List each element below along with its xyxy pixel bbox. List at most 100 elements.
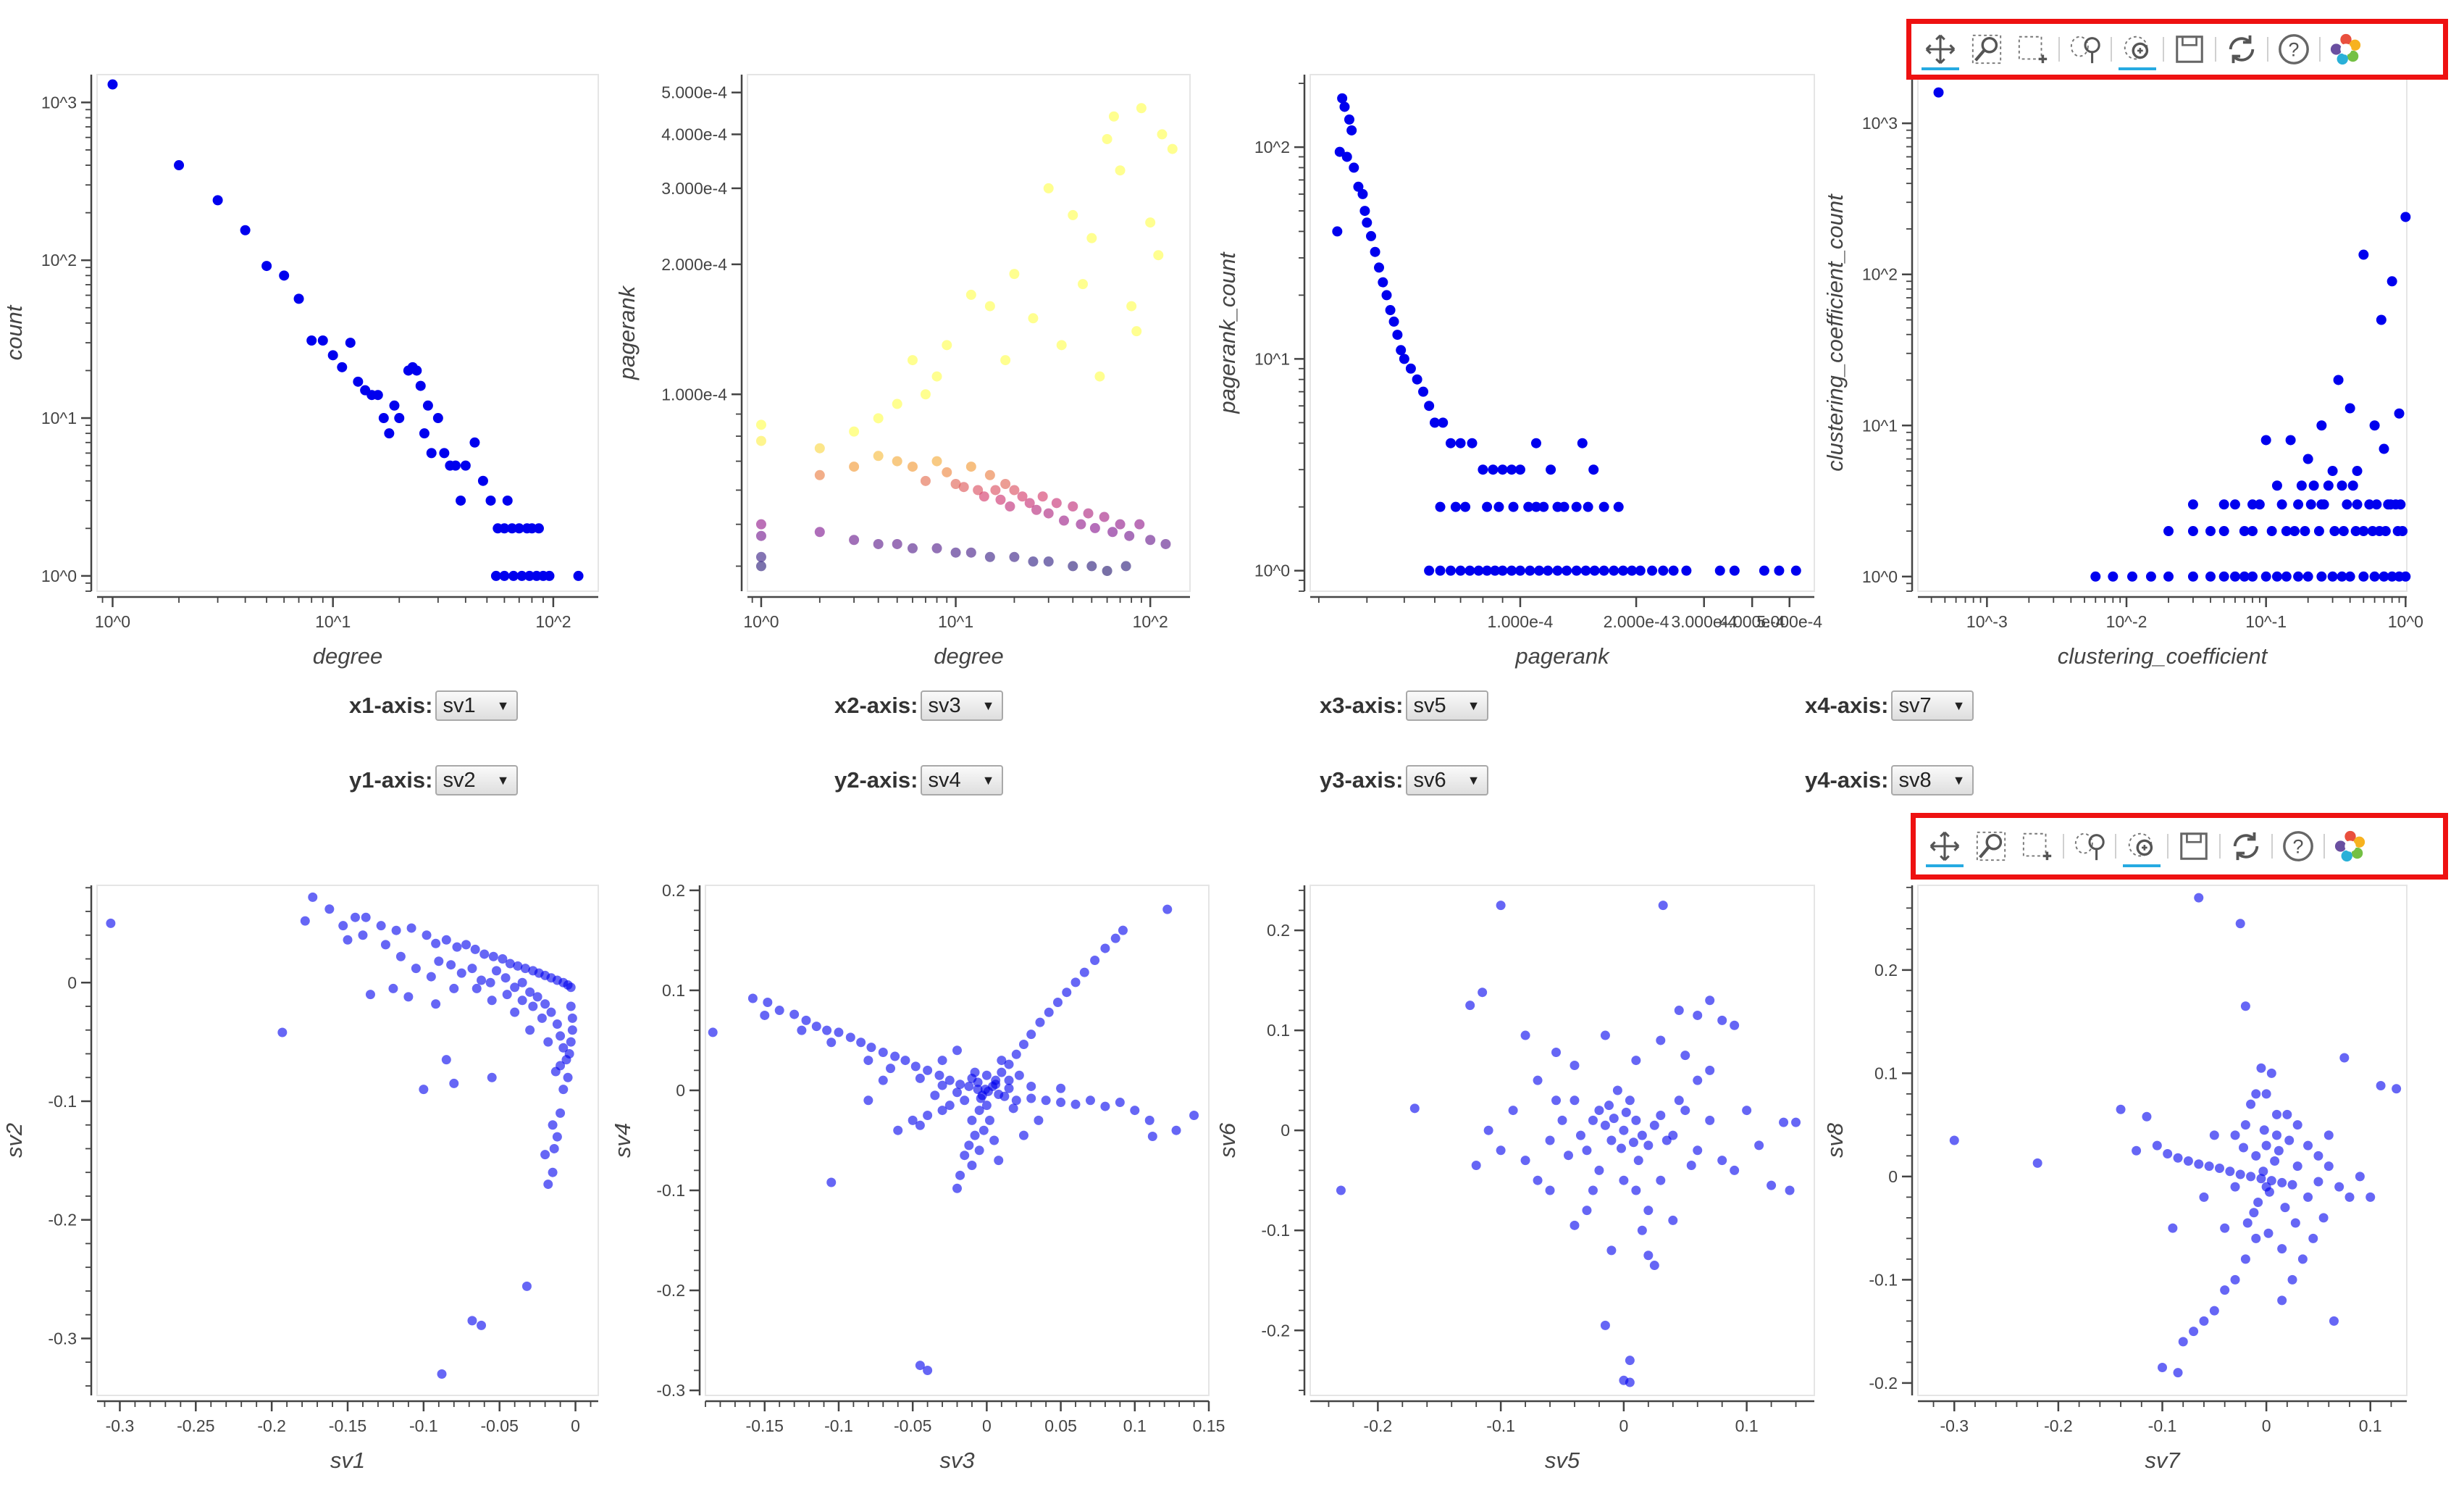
data-point	[1145, 535, 1156, 546]
chart-3[interactable]: 1.000e-4 2.000e-4 3.000e-44.000e-45.000e-4…	[1215, 74, 1822, 669]
plot-frame	[705, 885, 1210, 1396]
data-point	[1359, 206, 1370, 217]
y-tick-label: 3.000e-4	[661, 179, 727, 198]
reset-icon[interactable]	[2223, 825, 2269, 867]
x3-axis-selector: x3-axis: sv5 ▼	[1320, 690, 1489, 721]
chart-2[interactable]: 10^0 10^1 10^2 1.000e-4 2.000e-4 3.000e-4 4.00…	[614, 74, 1191, 669]
data-point	[2178, 1337, 2188, 1347]
pan-icon[interactable]	[1917, 28, 1964, 70]
data-point	[2337, 480, 2347, 491]
data-point	[1349, 162, 1359, 173]
chart-5[interactable]: -0.3 -0.25 -0.2 -0.15 -0.1 -0.05 0 -0.3 -0.2 -0.1…	[1, 885, 599, 1473]
data-point	[893, 1125, 903, 1135]
pan-icon[interactable]	[1922, 825, 1968, 867]
chart-8[interactable]: -0.3 -0.2 -0.1 0 0.1 -0.2 -0.1 0 0.1 0.2 sv7 sv8	[1822, 885, 2408, 1473]
data-point	[1631, 1185, 1641, 1195]
data-point	[1341, 151, 1352, 162]
x-tick-label: -0.05	[480, 1416, 518, 1435]
data-point	[1571, 565, 1582, 576]
data-point	[2385, 499, 2396, 510]
data-point	[1147, 1131, 1157, 1141]
data-point	[2261, 1089, 2271, 1099]
lasso-select-icon[interactable]	[2062, 28, 2108, 70]
y3-axis-value: sv6	[1413, 768, 1446, 792]
data-point	[1076, 519, 1086, 530]
chart-6[interactable]: -0.15 -0.1 -0.05 0 0.05 0.1 0.15 -0.3 -0.2 -0.1 0 0…	[610, 881, 1225, 1473]
y2-axis-value: sv4	[928, 768, 961, 792]
data-point	[2246, 1172, 2256, 1182]
data-point	[1668, 1215, 1678, 1225]
data-point	[573, 570, 584, 581]
bokeh-logo-icon[interactable]	[2327, 825, 2373, 867]
data-point	[952, 1045, 962, 1056]
x1-axis-select[interactable]: sv1 ▼	[435, 690, 519, 721]
data-point	[550, 1066, 561, 1077]
x3-axis-select[interactable]: sv5 ▼	[1406, 690, 1489, 721]
data-point	[432, 413, 443, 424]
wheel-zoom-icon[interactable]	[2119, 825, 2165, 867]
data-point	[1085, 1095, 1095, 1106]
data-point	[520, 964, 530, 974]
x-tick-label: 0	[982, 1416, 992, 1435]
data-point	[873, 451, 884, 462]
data-point	[2308, 480, 2319, 491]
box-zoom-icon[interactable]	[1964, 28, 2010, 70]
data-point	[1609, 1114, 1619, 1124]
y3-axis-select[interactable]: sv6 ▼	[1406, 765, 1489, 796]
data-point	[487, 1072, 497, 1082]
data-point	[1086, 233, 1097, 243]
chart-7[interactable]: -0.2 -0.1 0 0.1 -0.2 -0.1 0 0.1 0.2 sv5 sv6	[1215, 885, 1815, 1473]
chart-4[interactable]: 10^-3 10^-2 10^-1 10^0 10^0 10^1 10^2 10^3 clust…	[1822, 74, 2423, 669]
data-point	[990, 485, 1001, 496]
y2-axis-select[interactable]: sv4 ▼	[921, 765, 1004, 796]
data-point	[1625, 1377, 1635, 1387]
data-point	[1094, 371, 1105, 382]
data-point	[1520, 1030, 1530, 1040]
data-point	[934, 1070, 944, 1080]
data-point	[892, 538, 902, 549]
data-point	[1583, 501, 1593, 512]
y-tick-label: -0.2	[1261, 1321, 1290, 1340]
data-point	[441, 935, 451, 945]
data-point	[2305, 499, 2316, 510]
box-zoom-icon[interactable]	[1968, 825, 2014, 867]
data-point	[422, 400, 433, 411]
svg-text:?: ?	[2289, 39, 2300, 61]
data-point	[2316, 571, 2327, 582]
y-tick-label: 10^0	[1862, 567, 1898, 586]
y4-axis-value: sv8	[1898, 768, 1932, 792]
save-icon[interactable]	[2171, 825, 2217, 867]
data-point	[1083, 508, 1094, 519]
lasso-select-icon[interactable]	[2066, 825, 2113, 867]
save-icon[interactable]	[2166, 28, 2213, 70]
data-point	[528, 1001, 538, 1011]
box-select-icon[interactable]	[2010, 28, 2056, 70]
data-point	[566, 982, 576, 993]
help-icon[interactable]: ?	[2271, 28, 2317, 70]
chart-1[interactable]: 10^0 10^1 10^2 10^0 10^1 10^2 10^3 degree count	[1, 74, 599, 669]
data-point	[1017, 491, 1028, 502]
data-point	[1136, 103, 1147, 114]
wheel-zoom-icon[interactable]	[2114, 28, 2161, 70]
y1-axis-select[interactable]: sv2 ▼	[435, 765, 519, 796]
x2-axis-select[interactable]: sv3 ▼	[921, 690, 1004, 721]
bokeh-logo-icon[interactable]	[2323, 28, 2369, 70]
data-point	[517, 977, 527, 987]
y3-axis-label: y3-axis:	[1320, 767, 1404, 793]
data-point	[920, 389, 931, 400]
data-point	[1508, 501, 1519, 512]
box-select-icon[interactable]	[2014, 825, 2061, 867]
data-point	[1062, 987, 1072, 998]
data-point	[1507, 565, 1517, 576]
x-tick-label: -0.2	[2044, 1416, 2073, 1435]
data-point	[1334, 146, 1345, 157]
x3-axis-label: x3-axis:	[1320, 693, 1404, 718]
data-point	[2271, 1130, 2281, 1140]
reset-icon[interactable]	[2218, 28, 2265, 70]
data-point	[1680, 1106, 1690, 1116]
x4-axis-select[interactable]: sv7 ▼	[1891, 690, 1974, 721]
y4-axis-select[interactable]: sv8 ▼	[1891, 765, 1974, 796]
data-point	[1767, 1180, 1777, 1190]
help-icon[interactable]: ?	[2275, 825, 2321, 867]
